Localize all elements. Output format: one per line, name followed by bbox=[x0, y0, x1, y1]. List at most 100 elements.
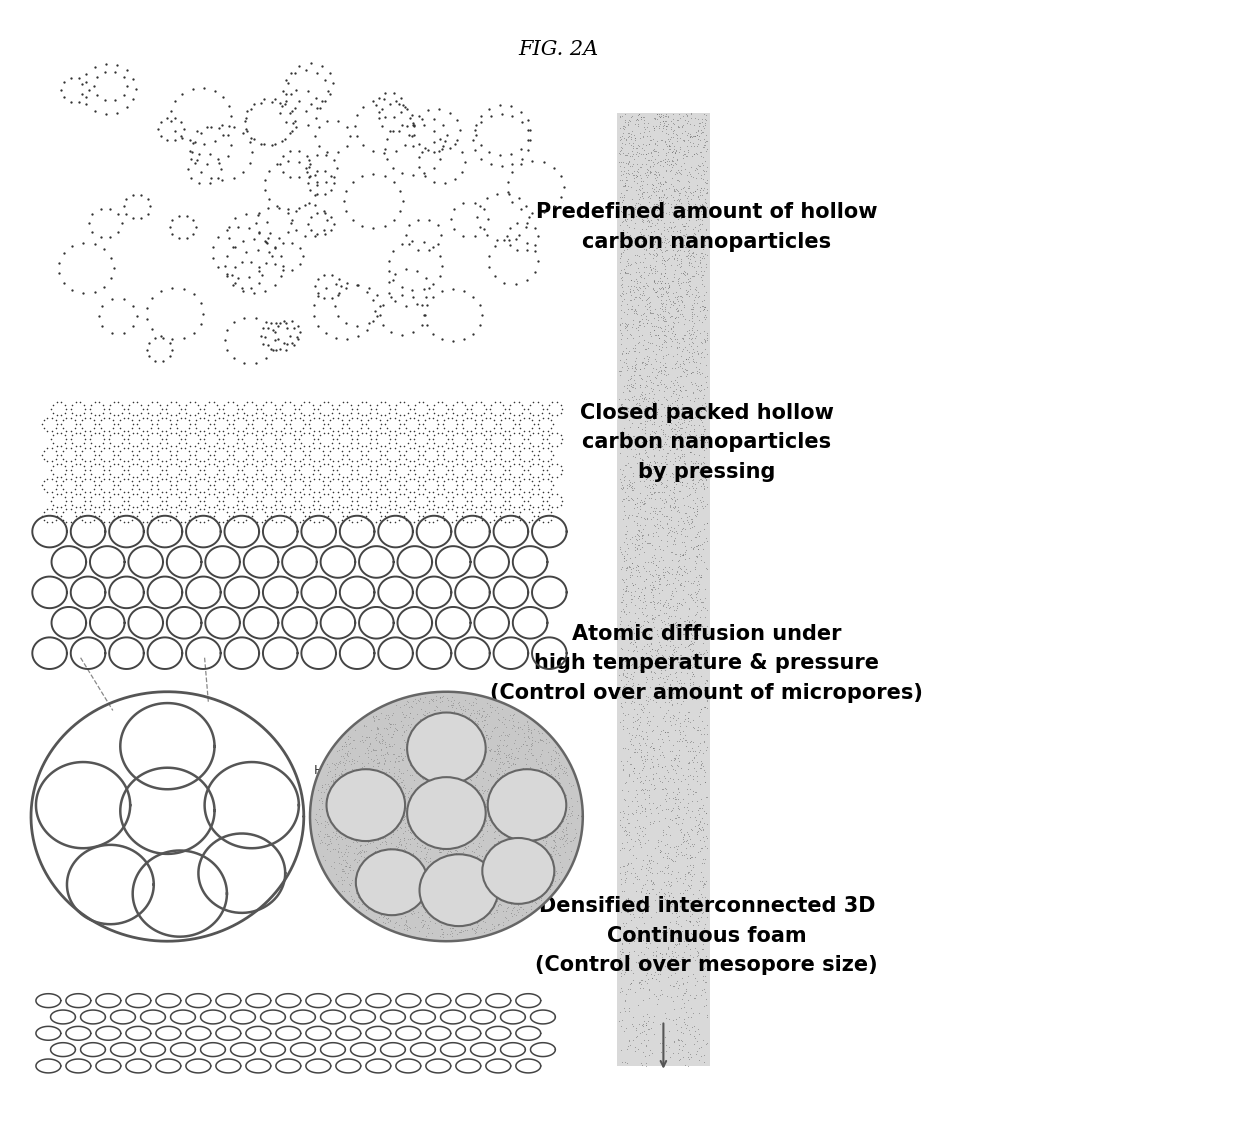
Point bbox=[430, 246, 450, 264]
Point bbox=[489, 759, 508, 777]
Point bbox=[507, 838, 527, 856]
Point bbox=[649, 575, 668, 593]
Point bbox=[632, 336, 652, 354]
Point bbox=[119, 434, 139, 452]
Point bbox=[277, 71, 296, 90]
Point bbox=[501, 799, 521, 818]
Point bbox=[450, 780, 470, 798]
Point bbox=[618, 558, 637, 576]
Point bbox=[486, 476, 506, 494]
Point bbox=[233, 232, 253, 251]
Point bbox=[391, 202, 410, 220]
Point bbox=[242, 253, 262, 271]
Point bbox=[110, 472, 130, 490]
Point bbox=[521, 897, 541, 915]
Point bbox=[677, 785, 697, 803]
Point bbox=[353, 781, 373, 799]
Point bbox=[490, 768, 510, 786]
Point bbox=[494, 879, 513, 897]
Point bbox=[645, 1025, 665, 1043]
Point bbox=[691, 648, 711, 666]
Point bbox=[384, 860, 404, 878]
Point bbox=[477, 730, 497, 748]
Point bbox=[613, 383, 632, 401]
Point bbox=[217, 146, 237, 164]
Point bbox=[636, 768, 656, 786]
Point bbox=[619, 491, 639, 509]
Point bbox=[557, 830, 577, 848]
Point bbox=[410, 873, 430, 891]
Point bbox=[640, 533, 660, 551]
Point bbox=[665, 751, 684, 769]
Point bbox=[667, 756, 687, 775]
Point bbox=[425, 801, 445, 819]
Point bbox=[653, 280, 673, 298]
Point bbox=[415, 716, 435, 734]
Point bbox=[412, 110, 432, 128]
Point bbox=[667, 840, 687, 858]
Point bbox=[423, 733, 443, 751]
Point bbox=[217, 221, 237, 239]
Point bbox=[542, 393, 562, 412]
Point bbox=[466, 455, 486, 473]
Point bbox=[453, 729, 472, 747]
Point bbox=[528, 812, 548, 830]
Point bbox=[517, 713, 537, 731]
Point bbox=[382, 811, 402, 829]
Point bbox=[72, 85, 92, 103]
Point bbox=[683, 462, 703, 480]
Point bbox=[445, 898, 465, 916]
Point bbox=[325, 788, 345, 806]
Point bbox=[425, 855, 445, 873]
Point bbox=[630, 285, 650, 303]
Point bbox=[662, 143, 682, 161]
Point bbox=[440, 722, 460, 741]
Point bbox=[428, 718, 448, 736]
Point bbox=[632, 599, 652, 617]
Point bbox=[536, 760, 556, 778]
Point bbox=[642, 567, 662, 585]
Point bbox=[693, 744, 713, 762]
Point bbox=[694, 322, 714, 340]
Point bbox=[42, 469, 62, 488]
Point bbox=[362, 778, 382, 796]
Point bbox=[627, 105, 647, 124]
Point bbox=[466, 507, 486, 525]
Point bbox=[123, 485, 143, 503]
Point bbox=[188, 396, 208, 414]
Point bbox=[543, 776, 563, 794]
Point bbox=[91, 441, 110, 459]
Point bbox=[645, 231, 665, 249]
Point bbox=[686, 374, 706, 392]
Point bbox=[663, 143, 683, 161]
Point bbox=[312, 450, 332, 468]
Point bbox=[621, 277, 641, 295]
Point bbox=[681, 1048, 701, 1066]
Point bbox=[347, 422, 367, 440]
Point bbox=[630, 736, 650, 754]
Point bbox=[616, 130, 636, 149]
Point bbox=[463, 794, 482, 812]
Point bbox=[624, 376, 644, 395]
Point bbox=[549, 753, 569, 771]
Point bbox=[552, 778, 572, 796]
Point bbox=[399, 430, 419, 448]
Point bbox=[636, 644, 656, 662]
Point bbox=[680, 272, 699, 290]
Point bbox=[523, 746, 543, 764]
Point bbox=[169, 229, 188, 247]
Point bbox=[627, 811, 647, 829]
Point bbox=[419, 422, 439, 440]
Point bbox=[223, 415, 243, 433]
Point bbox=[409, 498, 429, 516]
Point bbox=[396, 891, 415, 909]
Point bbox=[480, 865, 500, 883]
Point bbox=[655, 388, 675, 406]
Point bbox=[260, 498, 280, 516]
Point bbox=[439, 895, 459, 913]
Point bbox=[383, 243, 403, 261]
Point bbox=[386, 719, 405, 737]
Point bbox=[533, 799, 553, 818]
Point bbox=[339, 481, 358, 499]
Point bbox=[546, 767, 565, 785]
